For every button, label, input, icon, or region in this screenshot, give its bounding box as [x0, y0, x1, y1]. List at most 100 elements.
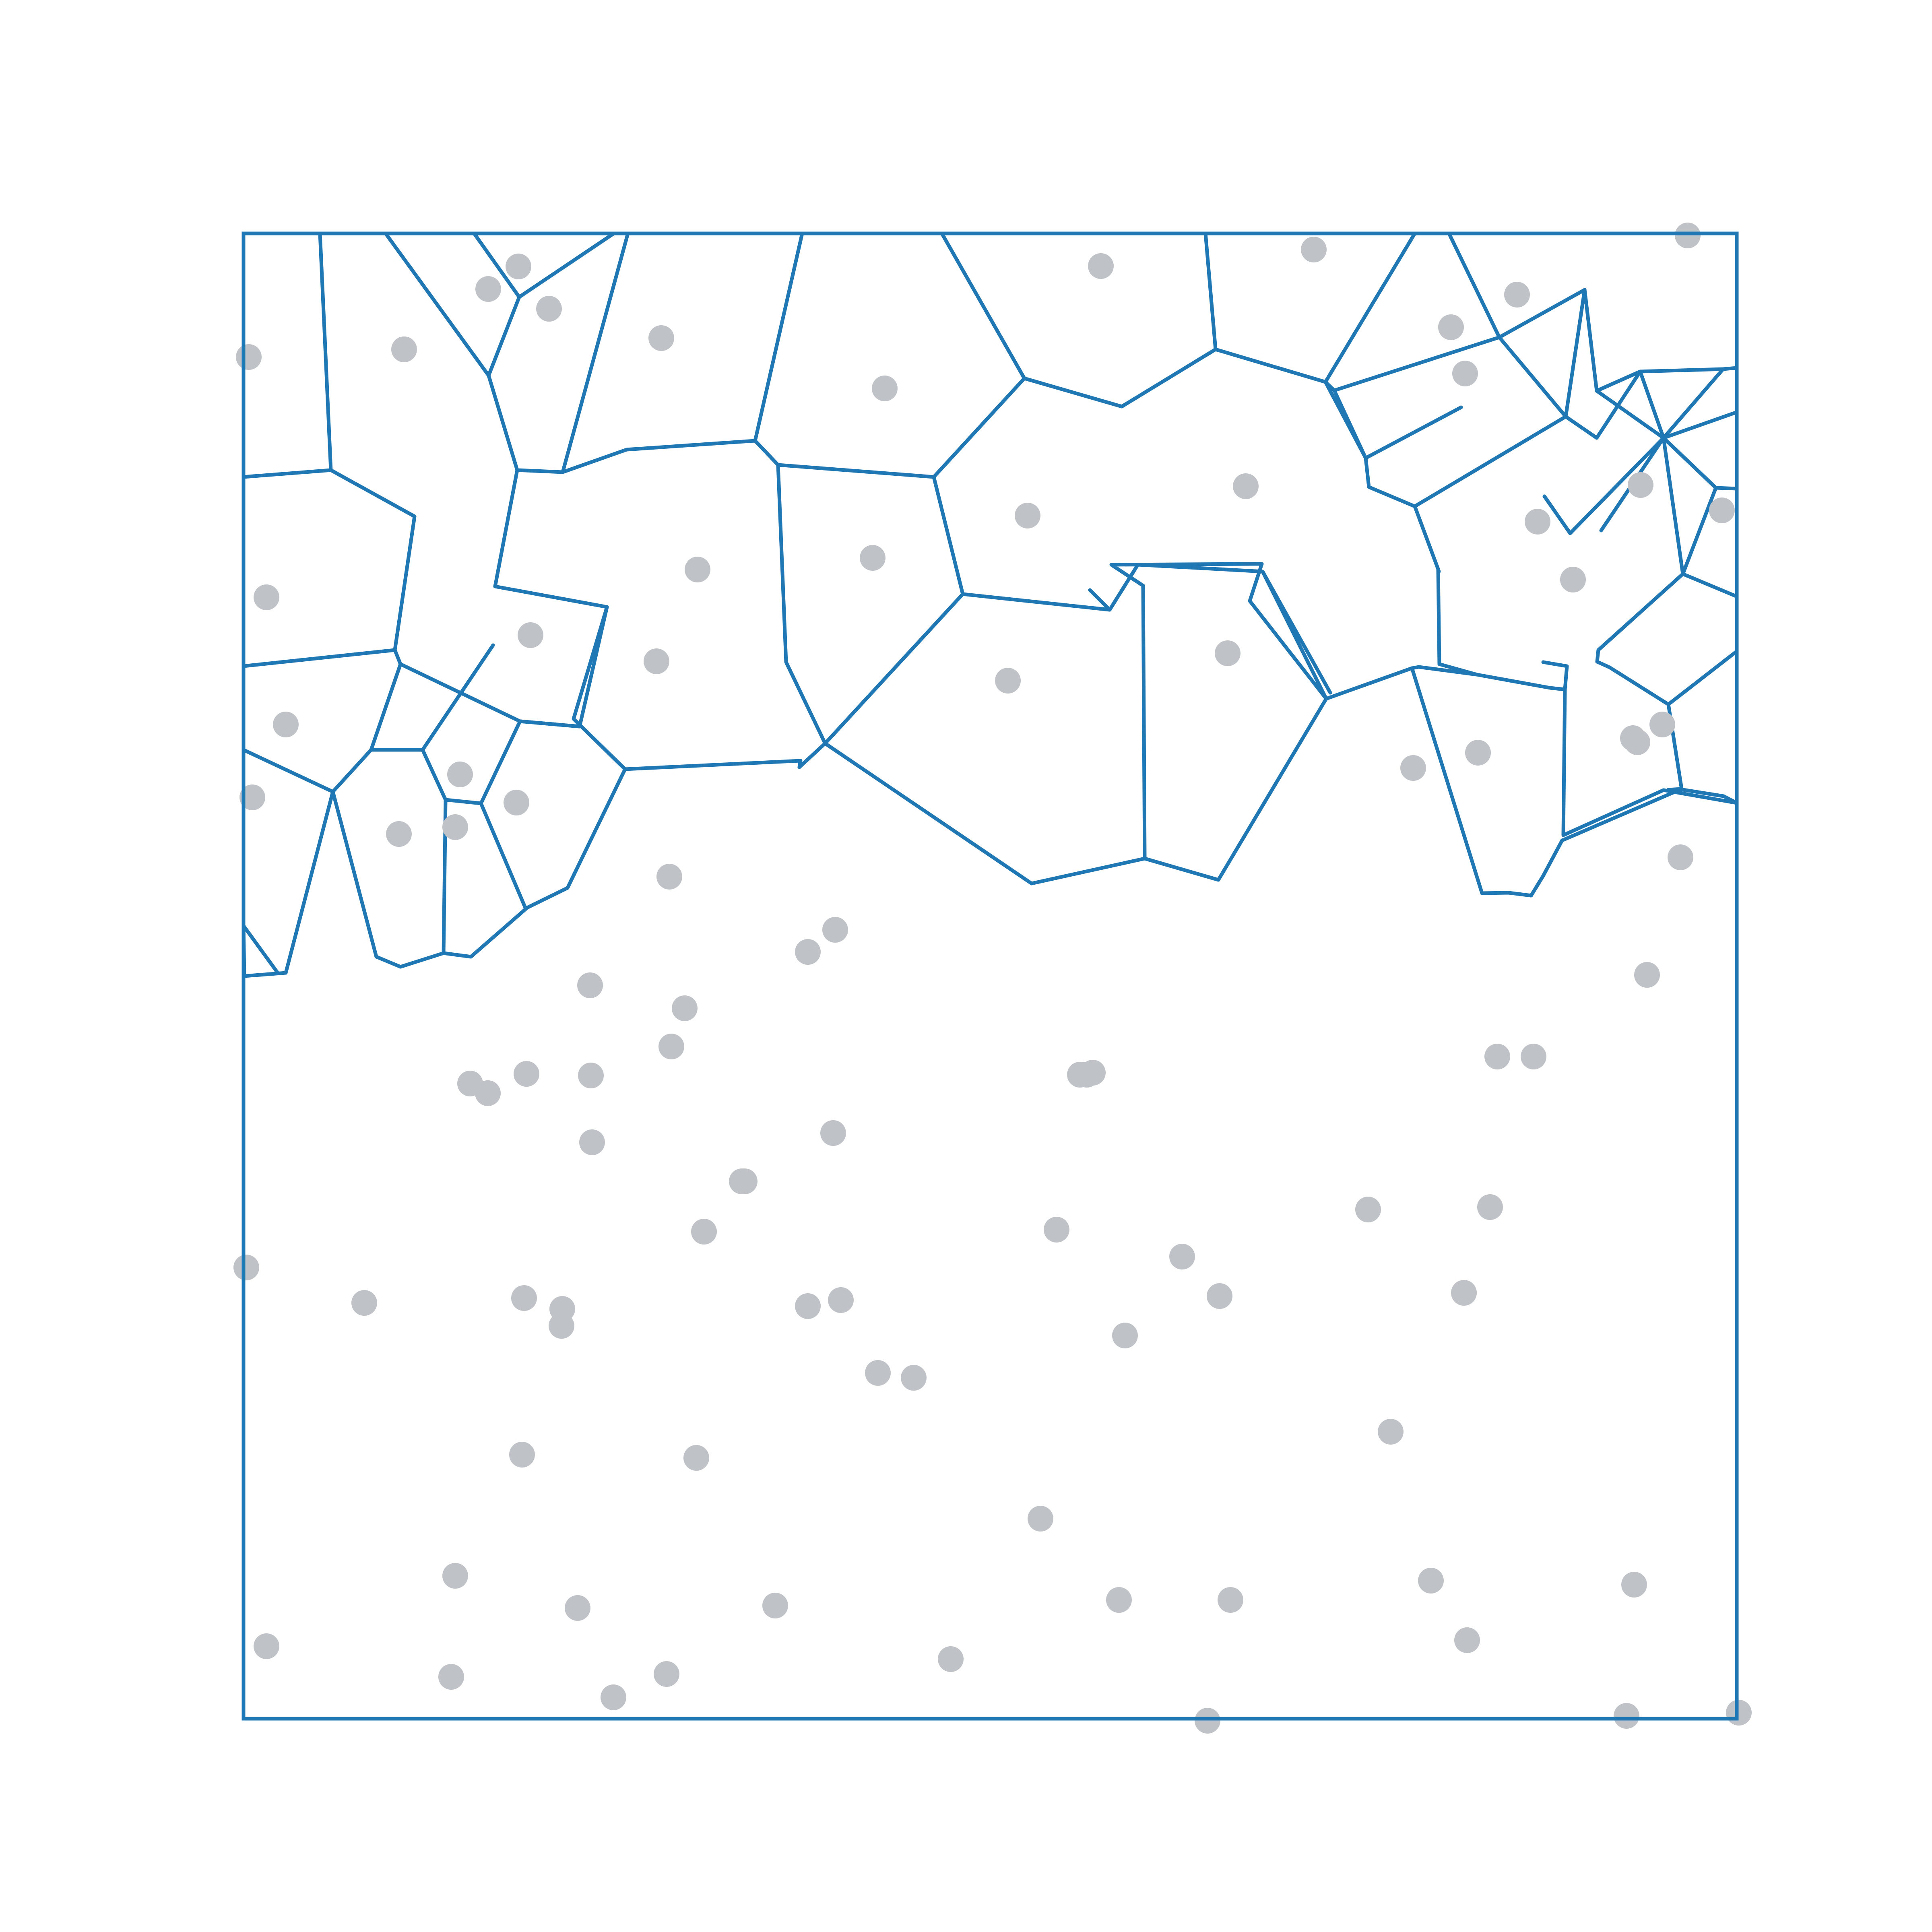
seed-point — [683, 1445, 709, 1471]
seed-point — [1675, 223, 1701, 248]
seed-point — [1044, 1217, 1069, 1243]
seed-points — [233, 223, 1752, 1734]
seed-point — [1451, 1280, 1477, 1306]
voronoi-edge — [1542, 436, 1666, 535]
seed-point — [1484, 1044, 1510, 1069]
voronoi-edge — [561, 231, 630, 474]
seed-point — [1233, 473, 1259, 499]
seed-point — [822, 917, 848, 943]
seed-point — [795, 1293, 821, 1319]
seed-point — [1649, 712, 1675, 737]
seed-point — [1452, 361, 1478, 386]
seed-point — [577, 972, 603, 998]
voronoi-edge — [1323, 231, 1441, 574]
seed-point — [1477, 1194, 1503, 1220]
voronoi-edge — [1662, 367, 1725, 440]
seed-point — [1301, 237, 1327, 262]
voronoi-edge — [1413, 335, 1568, 508]
voronoi-edge — [1662, 436, 1685, 576]
voronoi-edge — [369, 662, 402, 752]
seed-point — [1112, 1323, 1138, 1348]
seed-point — [1028, 1506, 1053, 1532]
seed-point — [1215, 640, 1241, 666]
seed-point — [391, 336, 417, 362]
seed-point — [648, 325, 674, 351]
seed-point — [549, 1313, 574, 1339]
seed-point — [1726, 1700, 1752, 1726]
seed-point — [1106, 1587, 1132, 1613]
seed-point — [1668, 844, 1693, 870]
seed-point — [1080, 1060, 1106, 1086]
seed-point — [1621, 1572, 1647, 1598]
voronoi-edge — [493, 468, 803, 771]
voronoi-edge — [1595, 369, 1718, 490]
seed-point — [1628, 472, 1653, 498]
bounding-frame — [242, 231, 1739, 1721]
seed-point — [518, 622, 543, 648]
seed-point — [1207, 1283, 1232, 1309]
seed-point — [1634, 962, 1660, 988]
seed-point — [351, 1290, 377, 1316]
seed-point — [504, 790, 529, 815]
seed-point — [1525, 509, 1550, 535]
seed-point — [1195, 1708, 1220, 1734]
seed-point — [386, 821, 412, 847]
seed-point — [1560, 567, 1586, 592]
seed-point — [795, 939, 821, 965]
voronoi-edge — [1203, 231, 1218, 351]
seed-point — [1169, 1244, 1195, 1269]
seed-point — [1400, 755, 1426, 781]
voronoi-edge — [776, 463, 965, 745]
seed-point — [762, 1593, 788, 1618]
seed-point — [475, 276, 501, 302]
seed-point — [1624, 729, 1650, 755]
seed-point — [565, 1595, 590, 1621]
seed-point — [239, 784, 265, 810]
seed-point — [1378, 1419, 1404, 1445]
seed-point — [273, 712, 299, 737]
voronoi-edge — [940, 231, 1026, 380]
seed-point — [438, 1664, 464, 1690]
seed-point — [1465, 740, 1491, 766]
seed-point — [514, 1061, 539, 1087]
seed-point — [1218, 1587, 1243, 1613]
voronoi-edge — [1681, 486, 1739, 599]
voronoi-edge — [1332, 335, 1501, 392]
seed-point — [236, 344, 262, 370]
seed-point — [511, 1285, 537, 1311]
seed-point — [1521, 1044, 1546, 1069]
seed-point — [658, 1034, 684, 1059]
seed-point — [685, 557, 710, 582]
seed-point — [254, 584, 279, 610]
seed-point — [447, 762, 473, 787]
voronoi-edge — [1108, 563, 1332, 695]
voronoi-edge — [1561, 687, 1739, 837]
voronoi-edge — [479, 801, 527, 910]
voronoi-edge — [1564, 288, 1642, 440]
seed-point — [254, 1633, 279, 1659]
seed-point — [442, 814, 468, 840]
seed-point — [579, 1129, 605, 1155]
seed-point — [536, 296, 562, 322]
seed-point — [672, 995, 698, 1021]
seed-point — [1418, 1568, 1444, 1593]
voronoi-edge — [517, 231, 616, 299]
voronoi-edge — [1436, 567, 1479, 677]
seed-point — [938, 1646, 964, 1672]
voronoi-edges — [242, 231, 1739, 978]
voronoi-edge — [1595, 572, 1685, 706]
voronoi-edge — [242, 648, 397, 668]
voronoi-edge — [1410, 666, 1739, 898]
seed-point — [828, 1287, 854, 1313]
seed-point — [865, 1360, 891, 1386]
seed-point — [995, 668, 1021, 694]
seed-point — [654, 1661, 679, 1687]
seed-point — [644, 648, 669, 674]
voronoi-edge — [753, 231, 804, 443]
seed-point — [820, 1120, 846, 1146]
seed-point — [601, 1684, 626, 1710]
voronoi-edge — [384, 231, 1463, 479]
seed-point — [872, 376, 898, 401]
seed-point — [1355, 1197, 1381, 1222]
